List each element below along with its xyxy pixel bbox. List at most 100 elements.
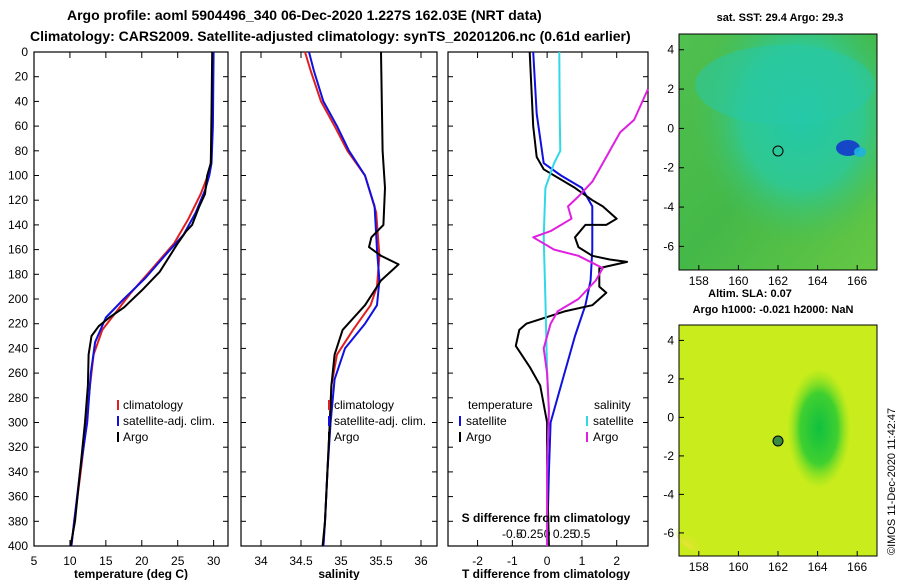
depth-tick-label: 40	[15, 94, 29, 108]
map-y-tick-label: 2	[667, 372, 674, 386]
difference-chart: -2 -1 0 1 2-0.5-0.25 0 0.250.5	[448, 51, 649, 568]
sst-map-axes: 158 160 162 164 166 4 2 0 -2 -4 -6	[663, 43, 867, 288]
temperature-chart: 5 10 15 20 25 30	[31, 51, 228, 568]
title-line-1: Argo profile: aoml 5904496_340 06-Dec-20…	[67, 7, 542, 23]
map-x-tick-label: 164	[808, 560, 828, 574]
legend-swatch-climatology	[328, 400, 330, 410]
sla-map-axes: 158 160 162 164 166 4 2 0 -2 -4 -6	[663, 333, 867, 574]
legend-swatch-temp-satellite	[459, 416, 461, 426]
legend-swatch-sal-argo	[586, 432, 588, 442]
depth-tick-label: 200	[8, 292, 28, 306]
series-line-argo	[69, 51, 214, 547]
x-tick-label: -1	[507, 554, 518, 568]
depth-tick-label: 140	[8, 218, 28, 232]
legend-swatch-temp-argo	[459, 432, 461, 442]
map-x-tick-label: 158	[689, 274, 709, 288]
x-tick-label: 10	[63, 554, 77, 568]
series-line-temperature-argo	[514, 51, 629, 547]
map-x-tick-label: 166	[847, 560, 867, 574]
depth-tick-label: 360	[8, 490, 28, 504]
sla-map-title-2: Argo h1000: -0.021 h2000: NaN	[693, 304, 854, 316]
x-tick-label: 36	[414, 554, 428, 568]
legend-label-sal-argo: Argo	[593, 430, 619, 444]
difference-legend: temperature satellite Argo salinity sate…	[459, 398, 634, 444]
sla-map-low	[765, 335, 855, 505]
map-y-tick-label: -4	[663, 200, 674, 214]
x-tick-label: 15	[99, 554, 113, 568]
imos-credit: ©IMOS 11-Dec-2020 11:42:47	[886, 408, 898, 555]
temperature-panel-frame	[33, 51, 229, 547]
depth-tick-label: 60	[15, 119, 29, 133]
x-tick-label: 1	[579, 554, 586, 568]
depth-axis: 0 20 40 60 80 100 120 140 160 180 200 220 240 260 280 3…	[8, 45, 28, 553]
legend-label-sal-satellite: satellite	[593, 414, 634, 428]
map-x-tick-label: 166	[847, 274, 867, 288]
legend-swatch-sal-satellite	[586, 416, 588, 426]
map-y-tick-label: 0	[667, 121, 674, 135]
legend-label-climatology: climatology	[123, 398, 183, 412]
depth-tick-label: 180	[8, 267, 28, 281]
temperature-xlabel: temperature (deg C)	[74, 567, 188, 580]
depth-tick-label: 100	[8, 169, 28, 183]
x-tick-label: -2	[472, 554, 483, 568]
sst-map-argo-marker	[772, 145, 784, 157]
legend-label-temp-satellite: satellite	[466, 414, 507, 428]
map-x-tick-label: 160	[728, 274, 748, 288]
x-tick-label: 5	[31, 554, 38, 568]
difference-xlabel-top: S difference from climatology	[462, 511, 631, 525]
salinity-xlabel: salinity	[318, 567, 360, 580]
map-y-tick-label: 4	[667, 43, 674, 57]
x-tick-label: 34	[254, 554, 268, 568]
difference-xlabel: T difference from climatology	[462, 567, 630, 580]
legend-label-argo: Argo	[334, 430, 360, 444]
legend-label-satellite: satellite-adj. clim.	[123, 414, 215, 428]
map-x-tick-label: 162	[768, 274, 788, 288]
map-x-tick-label: 158	[689, 560, 709, 574]
legend-label-satellite: satellite-adj. clim.	[334, 414, 426, 428]
depth-tick-label: 280	[8, 391, 28, 405]
depth-tick-label: 320	[8, 440, 28, 454]
legend-swatch-climatology	[117, 400, 119, 410]
depth-tick-label: 300	[8, 416, 28, 430]
x-tick-label: 2	[613, 554, 620, 568]
x-tick-label: 34.5	[289, 554, 313, 568]
depth-tick-label: 260	[8, 366, 28, 380]
x-top-tick-label: 0.25	[553, 527, 577, 541]
depth-tick-label: 160	[8, 243, 28, 257]
legend-label-climatology: climatology	[334, 398, 394, 412]
legend-swatch-satellite	[328, 416, 330, 426]
x-top-tick-label: -0.5	[502, 527, 523, 541]
sla-map-argo-marker	[772, 435, 784, 447]
sla-map-title-1: Altim. SLA: 0.07	[708, 288, 792, 300]
map-y-tick-label: -6	[663, 526, 674, 540]
title-line-2: Climatology: CARS2009. Satellite-adjuste…	[30, 28, 631, 44]
map-y-tick-label: -2	[663, 449, 674, 463]
legend-label-temp-argo: Argo	[466, 430, 492, 444]
map-y-tick-label: -6	[663, 239, 674, 253]
map-y-tick-label: 0	[667, 410, 674, 424]
map-y-tick-label: -4	[663, 487, 674, 501]
map-x-tick-label: 164	[808, 274, 828, 288]
sla-map: 158 160 162 164 166 4 2 0 -2 -4 -6	[663, 324, 878, 574]
depth-tick-label: 0	[21, 45, 28, 59]
sla-map-high	[672, 485, 752, 555]
map-y-tick-label: -2	[663, 161, 674, 175]
depth-tick-label: 120	[8, 193, 28, 207]
x-tick-label: 25	[171, 554, 185, 568]
depth-tick-label: 240	[8, 341, 28, 355]
series-line-temperature-satellite	[532, 51, 594, 547]
depth-tick-label: 380	[8, 514, 28, 528]
depth-tick-label: 340	[8, 465, 28, 479]
salinity-legend: climatology satellite-adj. clim. Argo	[328, 398, 426, 444]
x-tick-label: 30	[207, 554, 221, 568]
depth-tick-label: 220	[8, 317, 28, 331]
map-x-tick-label: 162	[768, 560, 788, 574]
sst-map-title: sat. SST: 29.4 Argo: 29.3	[717, 12, 844, 24]
x-tick-label: 35.5	[369, 554, 393, 568]
x-tick-label: 35	[334, 554, 348, 568]
legend-swatch-argo	[117, 432, 119, 442]
map-y-tick-label: 4	[667, 333, 674, 347]
sst-map-cold-edge	[854, 147, 866, 157]
legend-label-argo: Argo	[123, 430, 149, 444]
